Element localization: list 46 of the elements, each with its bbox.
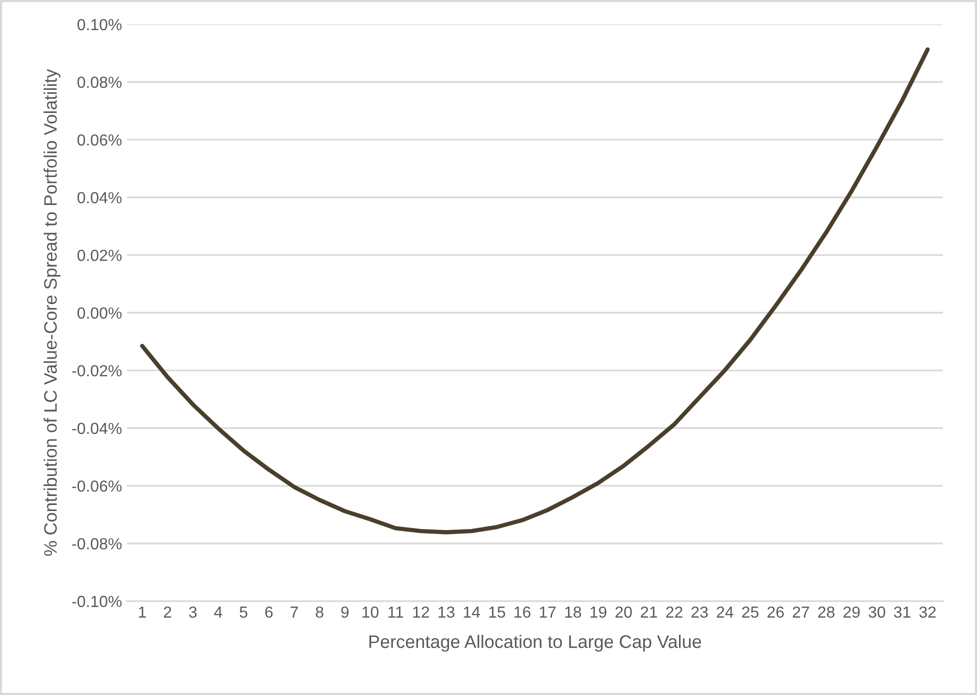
x-tick-label: 1 xyxy=(138,606,146,618)
y-tick-label: -0.08% xyxy=(72,538,122,550)
x-tick-label: 13 xyxy=(438,606,454,618)
x-tick-label: 24 xyxy=(716,606,734,618)
x-tick-label: 8 xyxy=(316,606,324,618)
x-tick-label: 5 xyxy=(240,606,248,618)
y-tick-label: -0.06% xyxy=(72,480,122,492)
y-tick-label: 0.06% xyxy=(77,134,122,146)
x-tick-label: 9 xyxy=(341,606,349,618)
x-tick-label: 28 xyxy=(818,606,834,618)
line-series xyxy=(140,47,930,534)
y-tick-label: 0.04% xyxy=(77,192,122,204)
x-axis-title: Percentage Allocation to Large Cap Value xyxy=(369,634,702,652)
x-tick-label: 30 xyxy=(868,606,886,618)
x-tick-label: 16 xyxy=(514,606,530,618)
x-tick-label: 10 xyxy=(362,606,378,618)
x-tick-label: 21 xyxy=(640,606,658,618)
y-axis-title: % Contribution of LC Value-Core Spread to Portfolio Volatility xyxy=(44,69,60,556)
y-tick-label: 0.02% xyxy=(77,250,122,262)
x-tick-label: 19 xyxy=(590,606,606,618)
x-tick-label: 14 xyxy=(464,606,480,618)
y-tick-label: 0.10% xyxy=(77,18,122,30)
x-tick-label: 7 xyxy=(290,606,298,618)
x-tick-label: 26 xyxy=(768,606,784,618)
x-tick-label: 32 xyxy=(919,606,936,618)
x-tick-label: 25 xyxy=(742,606,758,618)
y-tick-label: -0.02% xyxy=(72,365,122,376)
x-tick-label: 3 xyxy=(189,606,197,618)
x-tick-label: 23 xyxy=(692,606,708,618)
x-tick-label: 12 xyxy=(413,606,429,618)
y-tick-label: -0.10% xyxy=(72,596,122,608)
x-tick-label: 2 xyxy=(164,606,172,618)
x-tick-label: 4 xyxy=(214,606,222,618)
x-tick-label: 18 xyxy=(565,606,582,618)
x-tick-label: 6 xyxy=(265,606,273,618)
x-tick-label: 20 xyxy=(616,606,632,618)
x-tick-label: 15 xyxy=(489,606,506,618)
y-tick-label: 0.00% xyxy=(77,307,122,319)
x-tick-label: 29 xyxy=(844,606,860,618)
x-tick-label: 27 xyxy=(792,606,810,618)
x-tick-label: 17 xyxy=(540,606,556,618)
y-tick-label: 0.08% xyxy=(77,76,122,88)
x-tick-label: 31 xyxy=(894,606,910,618)
x-tick-label: 22 xyxy=(666,606,682,618)
y-tick-label: -0.04% xyxy=(72,422,122,434)
x-tick-label: 11 xyxy=(388,606,404,618)
